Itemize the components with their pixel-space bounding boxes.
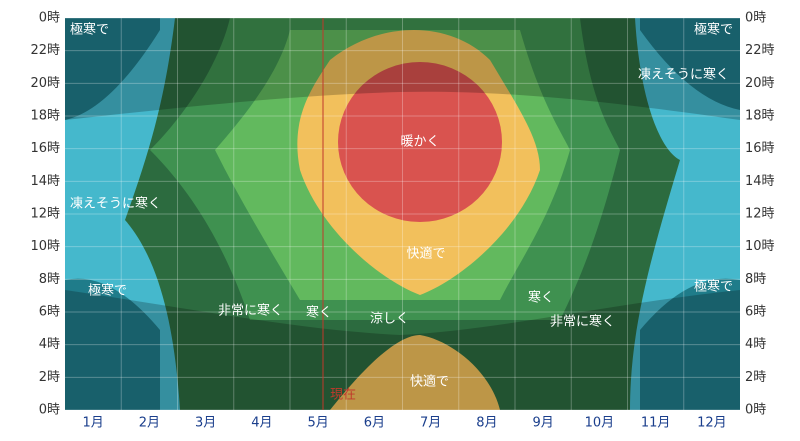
night-shade — [65, 18, 740, 120]
region-label: 寒く — [306, 306, 332, 321]
x-tick-label: 2月 — [139, 416, 160, 431]
region-label: 涼しく — [370, 312, 409, 327]
region-label: 快適で — [410, 375, 449, 390]
y-tick-label-right: 20時 — [745, 76, 775, 91]
y-tick-label-right: 0時 — [745, 11, 766, 26]
y-tick-label-right: 8時 — [745, 272, 766, 287]
y-tick-label-right: 12時 — [745, 207, 775, 222]
now-label: 現在 — [330, 388, 356, 403]
grid — [65, 17, 740, 411]
x-tick-label: 9月 — [532, 416, 553, 431]
y-tick-label-right: 0時 — [745, 403, 766, 418]
y-tick-label: 12時 — [30, 207, 60, 222]
y-tick-label: 14時 — [30, 174, 60, 189]
x-tick-label: 3月 — [195, 416, 216, 431]
band-warm — [338, 62, 502, 222]
region-label: 快適で — [406, 247, 445, 262]
y-tick-label: 18時 — [30, 109, 60, 124]
region-label: 極寒で — [694, 280, 733, 295]
region-label: 寒く — [528, 291, 554, 306]
night-shade — [65, 290, 740, 410]
x-tick-label: 10月 — [585, 416, 615, 431]
y-tick-label: 0時 — [39, 403, 60, 418]
y-tick-label-right: 2時 — [745, 370, 766, 385]
band-comfortable — [330, 335, 500, 410]
region-label: 極寒で — [70, 23, 109, 38]
y-tick-label-right: 14時 — [745, 174, 775, 189]
x-tick-label: 5月 — [307, 416, 328, 431]
y-tick-label: 10時 — [30, 239, 60, 254]
contour-bands — [65, 18, 740, 410]
y-tick-label: 2時 — [39, 370, 60, 385]
x-tick-label: 12月 — [697, 416, 727, 431]
region-label: 極寒で — [88, 284, 127, 299]
y-tick-label-right: 6時 — [745, 305, 766, 320]
x-tick-label: 7月 — [420, 416, 441, 431]
region-label: 凍えそうに寒く — [70, 196, 161, 212]
y-tick-label: 4時 — [39, 337, 60, 352]
y-tick-label-right: 18時 — [745, 109, 775, 124]
y-tick-label: 6時 — [39, 305, 60, 320]
y-tick-label-right: 10時 — [745, 239, 775, 254]
y-tick-label-right: 22時 — [745, 43, 775, 58]
y-tick-label-right: 4時 — [745, 337, 766, 352]
region-label: 非常に寒く — [550, 315, 615, 330]
y-tick-label: 20時 — [30, 76, 60, 91]
x-tick-label: 4月 — [251, 416, 272, 431]
x-tick-label: 11月 — [641, 416, 671, 431]
y-tick-label: 16時 — [30, 141, 60, 156]
region-label: 凍えそうに寒く — [638, 67, 729, 83]
y-tick-label: 0時 — [39, 11, 60, 26]
x-tick-label: 1月 — [82, 416, 103, 431]
region-label: 非常に寒く — [218, 304, 283, 319]
y-tick-label: 8時 — [39, 272, 60, 287]
x-tick-label: 6月 — [364, 416, 385, 431]
y-tick-label-right: 16時 — [745, 141, 775, 156]
x-tick-label: 8月 — [476, 416, 497, 431]
region-label: 極寒で — [694, 23, 733, 38]
y-tick-label: 22時 — [30, 43, 60, 58]
region-label: 暖かく — [400, 135, 439, 150]
